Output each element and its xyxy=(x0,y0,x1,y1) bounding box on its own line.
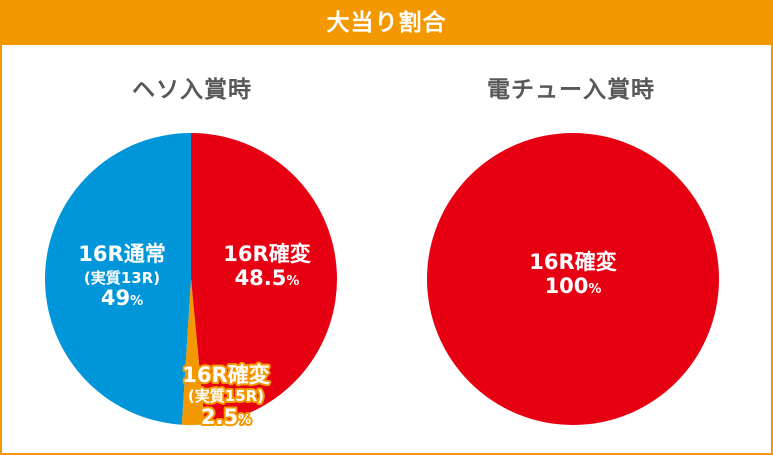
left-orange-slice-sublabel: (実質15R) xyxy=(188,387,264,405)
left-blue-slice-name: 16R通常 xyxy=(78,242,165,266)
right-red-slice-unit: % xyxy=(588,282,601,297)
right-red-slice-value: 100% xyxy=(545,274,602,298)
left-red-slice-unit: % xyxy=(286,274,299,289)
left-pie-title: ヘソ入賞時 xyxy=(132,77,252,103)
left-red-slice-name: 16R確変 xyxy=(223,242,310,266)
right-red-slice-name: 16R確変 xyxy=(529,250,616,274)
header-title: 大当り割合 xyxy=(2,2,771,45)
left-orange-slice-name: 16R確変 xyxy=(182,363,269,387)
left-pie xyxy=(45,133,337,425)
right-red-slice-number: 100 xyxy=(545,274,589,298)
left-red-slice-label: 16R確変 48.5% xyxy=(223,242,310,290)
left-blue-slice-unit: % xyxy=(130,294,143,309)
left-red-slice-number: 48.5 xyxy=(235,266,287,290)
left-pie-slice-2 xyxy=(45,133,192,425)
left-red-slice-value: 48.5% xyxy=(235,266,300,290)
left-orange-slice-number: 2.5 xyxy=(201,405,238,429)
right-pie xyxy=(427,133,719,425)
left-pie-slice-1 xyxy=(181,279,205,425)
left-blue-slice-number: 49 xyxy=(101,286,130,310)
left-blue-slice-label: 16R通常 (実質13R) 49% xyxy=(78,242,165,310)
right-pie-title: 電チュー入賞時 xyxy=(487,77,655,103)
right-red-slice-label: 16R確変 100% xyxy=(529,250,616,298)
left-orange-slice-value: 2.5% xyxy=(201,405,251,429)
left-pie-slice-0 xyxy=(191,133,337,425)
left-blue-slice-sublabel: (実質13R) xyxy=(84,269,160,287)
left-orange-slice-unit: % xyxy=(238,413,251,428)
right-pie-slice-0 xyxy=(427,133,719,425)
left-orange-slice-label: 16R確変 (実質15R) 2.5% xyxy=(180,361,271,431)
left-blue-slice-value: 49% xyxy=(101,286,143,310)
